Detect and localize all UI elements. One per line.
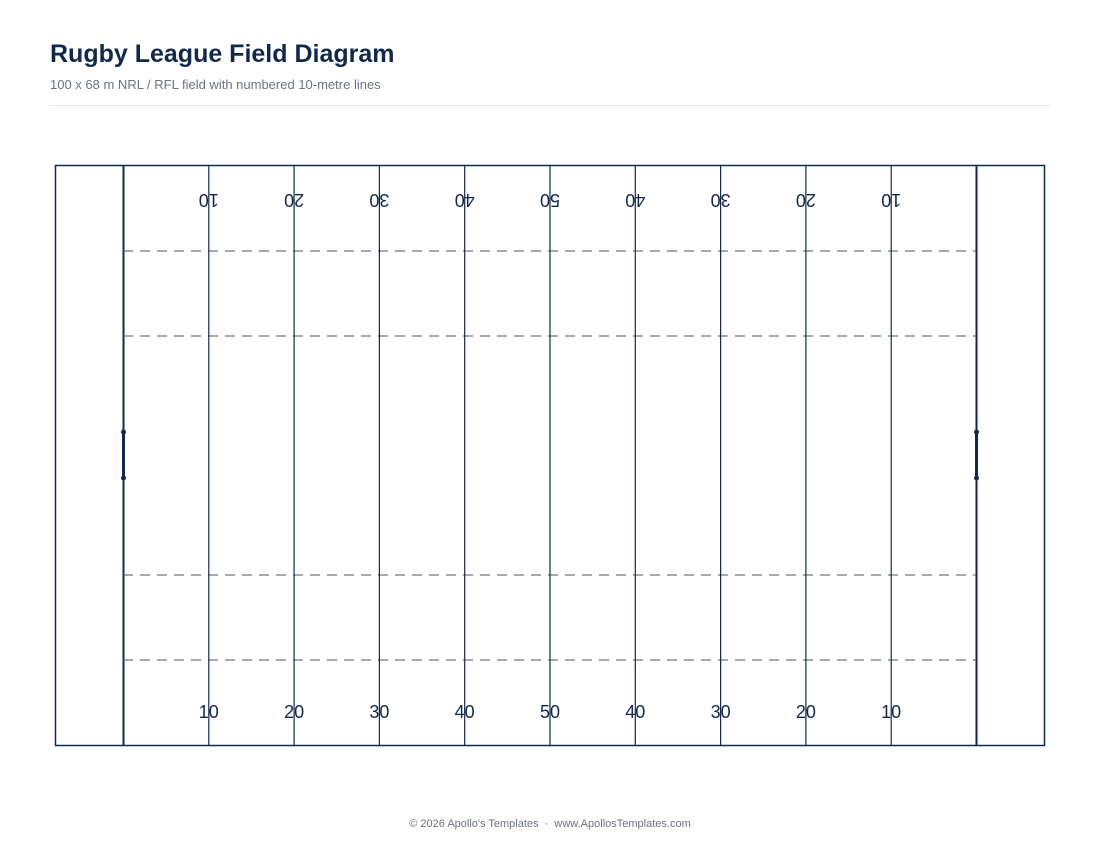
page-subtitle: 100 x 68 m NRL / RFL field with numbered… xyxy=(50,77,381,92)
goal-post xyxy=(974,429,979,435)
line-number-inverted: 20 xyxy=(796,190,816,210)
goal-post xyxy=(974,475,979,481)
line-number: 20 xyxy=(796,702,816,722)
line-number: 30 xyxy=(369,702,389,722)
line-number: 10 xyxy=(881,702,901,722)
goal-post xyxy=(121,475,126,481)
line-number-inverted: 20 xyxy=(284,190,304,210)
line-number-inverted: 40 xyxy=(455,190,475,210)
line-number: 30 xyxy=(711,702,731,722)
line-number: 50 xyxy=(540,702,560,722)
goal-post xyxy=(121,429,126,435)
line-number-inverted: 10 xyxy=(881,190,901,210)
line-number-inverted: 50 xyxy=(540,190,560,210)
divider xyxy=(50,105,1050,106)
footer: © 2026 Apollo's Templates · www.ApollosT… xyxy=(409,818,691,830)
line-number: 40 xyxy=(625,702,645,722)
line-number-inverted: 30 xyxy=(369,190,389,210)
line-number-inverted: 30 xyxy=(711,190,731,210)
line-number-inverted: 10 xyxy=(199,190,219,210)
page-title: Rugby League Field Diagram xyxy=(50,40,395,68)
line-number: 10 xyxy=(199,702,219,722)
line-number: 20 xyxy=(284,702,304,722)
line-number: 40 xyxy=(455,702,475,722)
line-number-inverted: 40 xyxy=(625,190,645,210)
